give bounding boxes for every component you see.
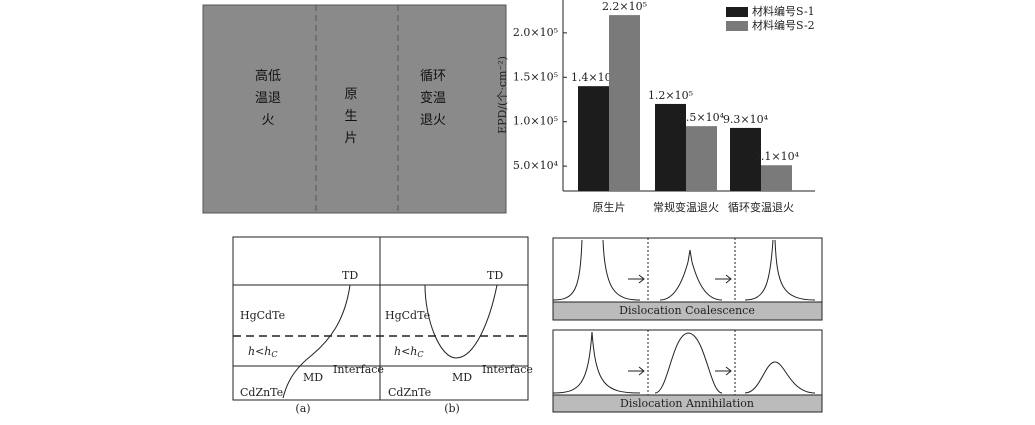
dislocation xyxy=(552,331,593,394)
y-tick-label: 1.0×10⁵ xyxy=(513,115,558,128)
value-label: 2.2×10⁵ xyxy=(602,0,647,13)
section-label: 原生片 xyxy=(344,87,358,146)
label: h<hC xyxy=(394,345,424,359)
value-label: 1.2×10⁵ xyxy=(648,89,693,102)
label: CdZnTe xyxy=(388,386,431,399)
label: CdZnTe xyxy=(240,386,283,399)
bar xyxy=(730,127,761,191)
dislocation xyxy=(744,361,816,394)
y-tick-label: 1.5×10⁵ xyxy=(513,70,558,83)
bar xyxy=(609,15,640,191)
label: h<hC xyxy=(248,345,278,359)
caption: Dislocation Annihilation xyxy=(620,397,754,410)
section-label: 高低温退火 xyxy=(254,69,281,128)
arrow xyxy=(628,366,645,376)
diagram-labels: TD TD HgCdTe HgCdTe h<hC h<hC Interface … xyxy=(240,269,755,415)
y-axis-label: EPD/(个·cm⁻²) xyxy=(496,56,509,134)
dislocation-curve xyxy=(282,284,351,399)
y-tick-label: 5.0×10⁴ xyxy=(513,159,559,172)
arrow xyxy=(715,274,732,284)
value-label: 9.3×10⁴ xyxy=(723,113,769,126)
caption: Dislocation Coalescence xyxy=(619,304,755,317)
legend-label: 材料编号S-2 xyxy=(752,18,815,32)
bar xyxy=(655,103,686,191)
section-label: 循环变温退火 xyxy=(419,69,446,128)
label-text: h<h xyxy=(394,345,417,358)
x-tick-label: 原生片 xyxy=(593,200,626,214)
label: HgCdTe xyxy=(385,309,430,322)
x-tick-label: 常规变温退火 xyxy=(653,200,719,214)
bar xyxy=(761,165,792,191)
legend-swatch xyxy=(726,7,748,17)
label-sub: C xyxy=(271,350,277,359)
substrate xyxy=(552,394,823,413)
dislocation xyxy=(552,239,641,301)
label: Interface xyxy=(482,363,533,376)
legend-label: 材料编号S-1 xyxy=(752,4,815,18)
value-label: 5.1×10⁴ xyxy=(754,150,800,163)
dislocation xyxy=(591,331,641,394)
dislocation xyxy=(744,239,816,301)
layer-diagram xyxy=(232,236,529,401)
dislocation xyxy=(659,249,723,301)
dislocation-diagram xyxy=(552,237,823,413)
bar xyxy=(578,86,609,191)
value-label: 1.4×10⁵ xyxy=(571,71,616,84)
label: MD xyxy=(452,371,472,384)
arrow xyxy=(628,274,645,284)
label: HgCdTe xyxy=(240,309,285,322)
label: Interface xyxy=(333,363,384,376)
bar-chart: EPD/(个·cm⁻²) 5.0×10⁴ 1.0×10⁵ 1.5×10⁵ 2.0×10… xyxy=(496,0,815,214)
arrow xyxy=(715,366,732,376)
sample-panel xyxy=(202,4,507,214)
y-tick-label: 2.0×10⁵ xyxy=(513,26,558,39)
label: MD xyxy=(303,371,323,384)
label: TD xyxy=(487,269,503,282)
caption: (b) xyxy=(444,402,460,415)
dislocation-curve xyxy=(424,284,498,359)
x-tick-label: 循环变温退火 xyxy=(728,200,794,214)
bar xyxy=(686,126,717,191)
label-text: h<h xyxy=(248,345,271,358)
label-sub: C xyxy=(417,350,423,359)
legend-swatch xyxy=(726,21,748,31)
dislocation xyxy=(654,332,723,394)
substrate xyxy=(552,301,823,321)
value-label: 9.5×10⁴ xyxy=(679,111,725,124)
label: TD xyxy=(342,269,358,282)
caption: (a) xyxy=(295,402,310,415)
